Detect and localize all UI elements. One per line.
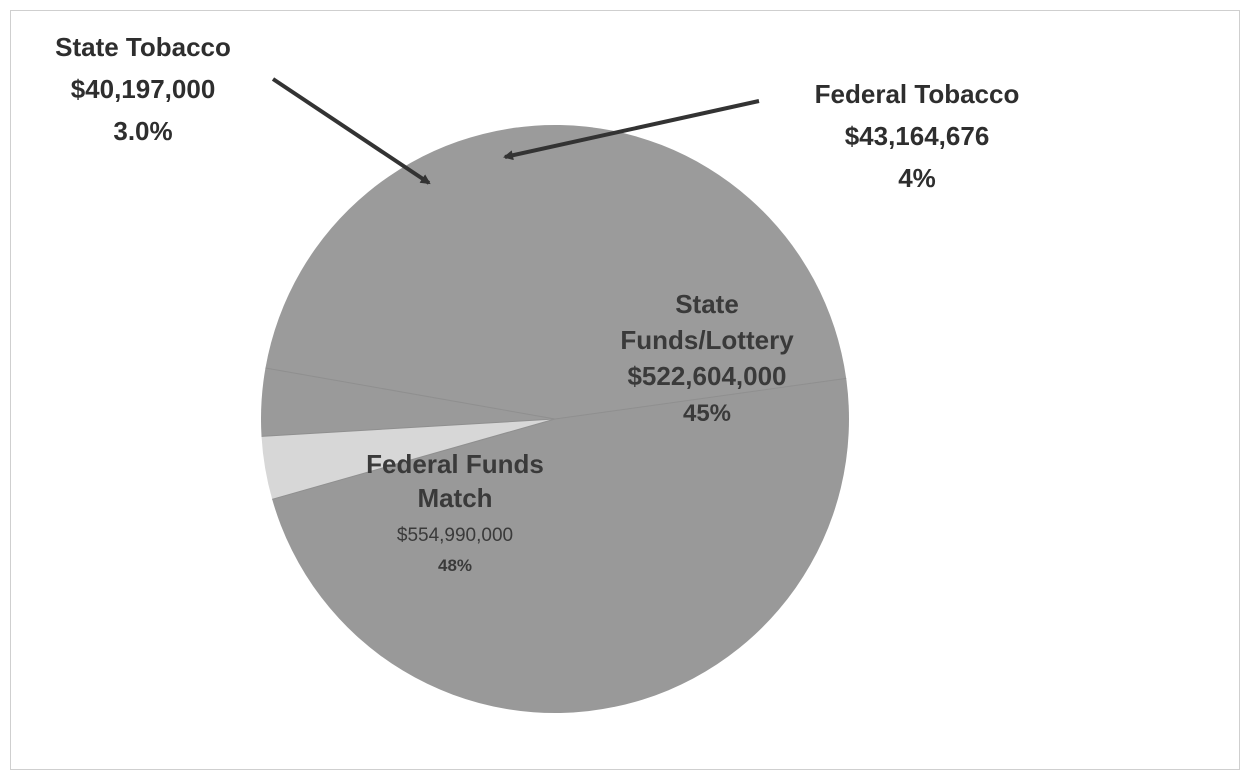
- pie-slice-federal-tobacco: [261, 367, 555, 437]
- callout-arrow-state-tobacco: [271, 77, 431, 185]
- slice-label-percent-state-funds-lottery: 45%: [683, 400, 731, 427]
- slice-label-name-federal-tobacco: Federal Tobacco: [815, 79, 1020, 109]
- slice-label-value-federal-tobacco: $43,164,676: [845, 121, 990, 151]
- slice-label-percent-federal-tobacco: 4%: [898, 163, 936, 193]
- slice-label-name-state-tobacco: State Tobacco: [55, 32, 231, 62]
- slice-label-percent-state-tobacco: 3.0%: [113, 116, 172, 146]
- pie-slice-state-funds-lottery: [265, 125, 847, 419]
- pie-chart: State Funds/Lottery $522,604,000 45% Federal…: [55, 32, 1020, 713]
- slice-separator: [554, 377, 847, 420]
- slice-separator: [261, 418, 556, 437]
- pie-slice-federal-funds-match: [272, 378, 850, 713]
- slice-label-percent-federal-funds-match: 48%: [438, 556, 472, 575]
- slice-label-value-federal-funds-match: $554,990,000: [397, 525, 513, 546]
- slice-label-name-federal-funds-match: Federal Funds: [366, 449, 544, 479]
- slice-separator: [265, 367, 556, 420]
- chart-frame: State Funds/Lottery $522,604,000 45% Federal…: [10, 10, 1240, 770]
- slice-label-value-state-tobacco: $40,197,000: [71, 74, 216, 104]
- callout-arrow-federal-tobacco: [503, 99, 760, 161]
- slice-label-value-state-funds-lottery: $522,604,000: [627, 361, 786, 391]
- slice-label-name-state-funds-lottery: State: [675, 289, 739, 319]
- pie-slice-state-tobacco: [261, 419, 555, 500]
- slice-label-name-federal-funds-match: Match: [417, 483, 492, 513]
- slice-label-name-state-funds-lottery: Funds/Lottery: [620, 325, 794, 355]
- slice-separator: [272, 418, 556, 500]
